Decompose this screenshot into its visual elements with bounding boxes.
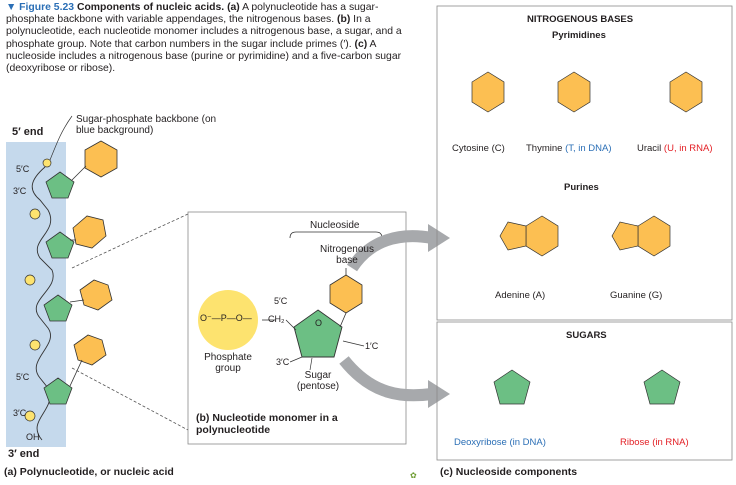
cytosine-structure bbox=[471, 71, 505, 113]
nitrogenous-base-hexagon bbox=[329, 274, 363, 314]
phosphate-circle bbox=[42, 158, 52, 168]
pentose-sugar bbox=[293, 309, 343, 358]
five-c-label: 5′C bbox=[274, 296, 288, 306]
phosphate-circle bbox=[29, 339, 41, 351]
caption-part-b: (b) bbox=[337, 14, 351, 26]
hydroxyl-label: OH bbox=[26, 432, 40, 442]
panel-b-title: (b) Nucleotide monomer in a polynucleoti… bbox=[196, 412, 338, 436]
adenine-label: Adenine (A) bbox=[495, 290, 546, 301]
panel-a-title: (a) Polynucleotide, or nucleic acid bbox=[4, 466, 174, 478]
base-hexagon bbox=[79, 279, 113, 311]
ribose-label: Ribose (in RNA) bbox=[620, 437, 689, 448]
figure-caption: ▼ Figure 5.23 Components of nucleic acid… bbox=[6, 2, 426, 75]
nucleoside-label: Nucleoside bbox=[310, 220, 360, 231]
caption-part-a: (a) bbox=[227, 2, 240, 13]
one-c-label: 1′C bbox=[365, 341, 379, 351]
guanine-label: Guanine (G) bbox=[610, 290, 663, 301]
ring-oxygen-label: O bbox=[315, 318, 323, 328]
adenine-structure bbox=[499, 215, 559, 257]
uracil-label: Uracil (U, in RNA) bbox=[637, 143, 713, 154]
phosphate-group-label: Phosphate group bbox=[204, 352, 252, 374]
purines-heading: Purines bbox=[564, 182, 599, 193]
backbone-label: Sugar-phosphate backbone (on blue backgr… bbox=[76, 114, 217, 136]
phosphate-circle bbox=[24, 410, 36, 422]
sugar-pentagon bbox=[45, 171, 75, 199]
five-c-label: 5′C bbox=[16, 164, 30, 174]
deoxyribose-structure bbox=[493, 369, 531, 405]
figure-label: ▼ Figure 5.23 bbox=[6, 2, 75, 13]
panel-c-title: (c) Nucleoside components bbox=[440, 466, 578, 478]
base-hexagon bbox=[73, 334, 107, 366]
panel-b-frame bbox=[187, 211, 407, 445]
thymine-structure bbox=[557, 71, 591, 113]
caption-text-a: A polynucleotide has a sugar-phosphate b… bbox=[6, 2, 379, 26]
deoxyribose-label: Deoxyribose (in DNA) bbox=[454, 437, 546, 448]
svg-text:✿: ✿ bbox=[410, 471, 417, 480]
base-hexagon bbox=[72, 215, 107, 249]
sugars-heading: SUGARS bbox=[566, 330, 607, 341]
cytosine-label: Cytosine (C) bbox=[452, 143, 505, 154]
caption-part-c: (c) bbox=[354, 38, 368, 50]
phosphate-circle bbox=[29, 208, 41, 220]
ribose-structure bbox=[643, 369, 681, 405]
pyrimidines-heading: Pyrimidines bbox=[552, 30, 606, 41]
sugar-pentagon bbox=[43, 294, 73, 322]
sugar-pentagon bbox=[43, 377, 73, 405]
three-c-label: 3′C bbox=[13, 408, 27, 418]
phosphate-circle bbox=[24, 274, 36, 286]
caption-text-c: A nucleoside includes a nitrogenous base… bbox=[6, 38, 402, 75]
guanine-structure bbox=[611, 215, 671, 257]
uracil-structure bbox=[669, 71, 703, 113]
ch2-label: CH₂ bbox=[268, 314, 285, 324]
three-prime-end: 3′ end bbox=[8, 448, 40, 460]
sugars-frame bbox=[436, 321, 733, 461]
bases-frame bbox=[436, 5, 733, 321]
nitrogenous-bases-heading: NITROGENOUS BASES bbox=[527, 14, 634, 25]
nitrogenous-base-label: Nitrogenous base bbox=[320, 244, 374, 266]
arrow-to-bases bbox=[346, 230, 434, 272]
phosphate-group-circle bbox=[198, 290, 258, 350]
figure-title: Components of nucleic acids. bbox=[76, 2, 225, 13]
phosphate-formula: O⁻—P—O— bbox=[200, 313, 252, 323]
three-c-label: 3′C bbox=[13, 186, 27, 196]
sugar-label: Sugar (pentose) bbox=[296, 370, 340, 392]
five-prime-end: 5′ end bbox=[12, 126, 44, 138]
five-c-label: 5′C bbox=[16, 372, 30, 382]
thymine-label: Thymine (T, in DNA) bbox=[526, 143, 612, 154]
arrow-to-sugars bbox=[339, 356, 433, 402]
base-hexagon bbox=[84, 140, 118, 178]
three-c-label: 3′C bbox=[276, 357, 290, 367]
caption-text-b: In a polynucleotide, each nucleotide mon… bbox=[6, 14, 402, 50]
